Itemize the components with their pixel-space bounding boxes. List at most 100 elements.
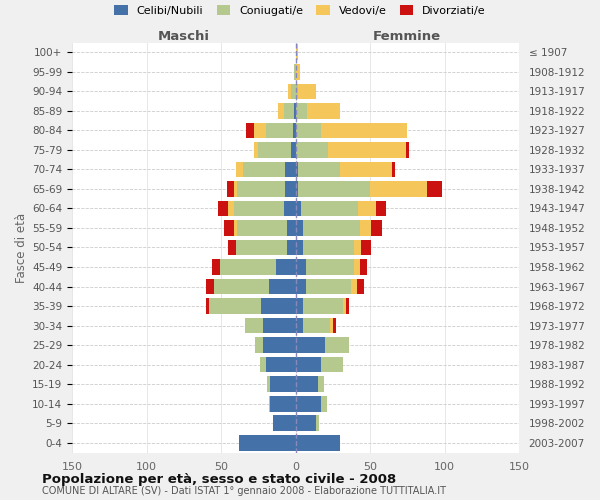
Bar	[303, 240, 353, 256]
Bar	[306, 259, 353, 275]
Bar	[291, 142, 296, 158]
Bar	[301, 200, 358, 216]
Bar	[296, 122, 321, 138]
Bar	[229, 200, 235, 216]
Bar	[291, 84, 296, 99]
Bar	[236, 240, 287, 256]
Bar	[296, 162, 298, 177]
Bar	[321, 357, 343, 372]
Bar	[206, 298, 209, 314]
Bar	[284, 103, 294, 118]
Bar	[294, 64, 296, 80]
Bar	[392, 162, 395, 177]
Bar	[296, 416, 316, 431]
Bar	[359, 259, 367, 275]
Bar	[227, 181, 235, 196]
Bar	[296, 44, 298, 60]
Bar	[359, 220, 371, 236]
Text: Maschi: Maschi	[158, 30, 210, 43]
Bar	[266, 122, 293, 138]
Bar	[303, 298, 343, 314]
Bar	[247, 122, 254, 138]
Bar	[406, 142, 409, 158]
Bar	[321, 122, 407, 138]
Bar	[318, 376, 324, 392]
Bar	[328, 142, 406, 158]
Bar	[296, 318, 303, 334]
Bar	[266, 357, 296, 372]
Bar	[273, 416, 296, 431]
Bar	[270, 396, 296, 411]
Bar	[255, 338, 263, 353]
Bar	[209, 298, 261, 314]
Bar	[340, 162, 392, 177]
Bar	[321, 396, 327, 411]
Bar	[206, 278, 214, 294]
Bar	[261, 298, 296, 314]
Bar	[296, 181, 298, 196]
Bar	[260, 357, 266, 372]
Bar	[356, 278, 364, 294]
Bar	[244, 162, 285, 177]
Bar	[270, 376, 296, 392]
Bar	[287, 240, 296, 256]
Bar	[263, 318, 296, 334]
Bar	[296, 64, 300, 80]
Bar	[306, 278, 350, 294]
Bar	[298, 162, 340, 177]
Bar	[361, 240, 371, 256]
Bar	[267, 376, 270, 392]
Y-axis label: Anni di nascita: Anni di nascita	[596, 204, 600, 291]
Bar	[235, 220, 238, 236]
Bar	[218, 200, 229, 216]
Bar	[371, 220, 382, 236]
Bar	[229, 240, 236, 256]
Bar	[245, 318, 263, 334]
Bar	[269, 396, 270, 411]
Bar	[370, 181, 427, 196]
Bar	[214, 278, 269, 294]
Bar	[278, 103, 284, 118]
Bar	[276, 259, 296, 275]
Bar	[303, 220, 359, 236]
Bar	[235, 181, 238, 196]
Bar	[353, 259, 359, 275]
Bar	[350, 278, 356, 294]
Bar	[212, 259, 220, 275]
Bar	[296, 259, 306, 275]
Bar	[333, 318, 336, 334]
Bar	[285, 181, 296, 196]
Bar	[296, 240, 303, 256]
Bar	[296, 298, 303, 314]
Bar	[294, 103, 296, 118]
Bar	[316, 416, 319, 431]
Bar	[343, 298, 346, 314]
Text: COMUNE DI ALTARE (SV) - Dati ISTAT 1° gennaio 2008 - Elaborazione TUTTITALIA.IT: COMUNE DI ALTARE (SV) - Dati ISTAT 1° ge…	[42, 486, 446, 496]
Bar	[330, 318, 333, 334]
Bar	[284, 200, 296, 216]
Bar	[296, 376, 318, 392]
Bar	[325, 338, 349, 353]
Bar	[296, 396, 321, 411]
Bar	[296, 357, 321, 372]
Bar	[254, 122, 266, 138]
Bar	[298, 84, 316, 99]
Bar	[293, 122, 296, 138]
Text: Femmine: Femmine	[373, 30, 442, 43]
Bar	[263, 338, 296, 353]
Bar	[296, 435, 340, 450]
Bar	[254, 142, 258, 158]
Bar	[296, 338, 325, 353]
Bar	[296, 84, 298, 99]
Bar	[296, 220, 303, 236]
Bar	[307, 103, 340, 118]
Legend: Celibi/Nubili, Coniugati/e, Vedovi/e, Divorziati/e: Celibi/Nubili, Coniugati/e, Vedovi/e, Di…	[110, 0, 490, 20]
Bar	[224, 220, 235, 236]
Bar	[287, 220, 296, 236]
Y-axis label: Fasce di età: Fasce di età	[15, 212, 28, 282]
Bar	[239, 435, 296, 450]
Bar	[238, 220, 287, 236]
Bar	[296, 142, 328, 158]
Bar	[298, 181, 370, 196]
Bar	[296, 200, 301, 216]
